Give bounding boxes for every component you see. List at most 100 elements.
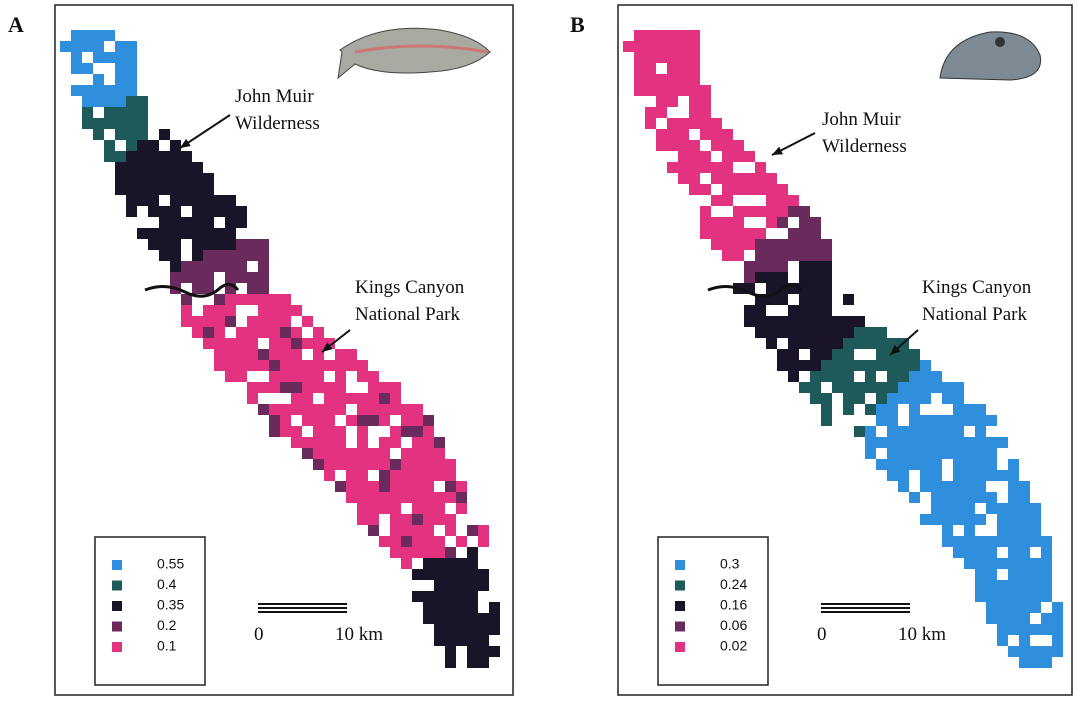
map-cell: [810, 239, 821, 250]
map-cell: [258, 272, 269, 283]
map-cell: [700, 118, 711, 129]
map-cell: [445, 547, 456, 558]
map-cell: [953, 536, 964, 547]
map-cell: [799, 382, 810, 393]
map-cell: [689, 140, 700, 151]
map-cell: [203, 327, 214, 338]
map-cell: [181, 173, 192, 184]
map-cell: [93, 41, 104, 52]
map-cell: [368, 503, 379, 514]
map-cell: [700, 184, 711, 195]
map-cell: [456, 591, 467, 602]
map-cell: [390, 547, 401, 558]
map-cell: [247, 382, 258, 393]
map-cell: [810, 382, 821, 393]
map-cell: [810, 305, 821, 316]
map-cell: [445, 492, 456, 503]
map-cell: [390, 459, 401, 470]
map-cell: [401, 404, 412, 415]
map-cell: [942, 492, 953, 503]
map-cell: [445, 613, 456, 624]
map-cell: [898, 382, 909, 393]
map-cell: [401, 470, 412, 481]
map-cell: [843, 327, 854, 338]
map-cell: [478, 624, 489, 635]
map-cell: [799, 250, 810, 261]
map-cell: [247, 239, 258, 250]
map-cell: [887, 459, 898, 470]
map-cell: [810, 217, 821, 228]
map-cell: [645, 74, 656, 85]
map-cell: [942, 525, 953, 536]
map-cell: [689, 184, 700, 195]
map-cell: [733, 151, 744, 162]
map-cell: [181, 184, 192, 195]
map-cell: [975, 470, 986, 481]
map-cell: [876, 459, 887, 470]
map-cell: [744, 261, 755, 272]
map-cell: [964, 547, 975, 558]
map-cell: [313, 360, 324, 371]
map-cell: [777, 316, 788, 327]
map-cell: [843, 349, 854, 360]
map-cell: [401, 426, 412, 437]
map-cell: [423, 481, 434, 492]
map-cell: [390, 536, 401, 547]
map-cell: [434, 624, 445, 635]
map-cell: [1008, 525, 1019, 536]
map-cell: [986, 569, 997, 580]
map-cell: [93, 74, 104, 85]
map-cell: [942, 382, 953, 393]
map-cell: [986, 503, 997, 514]
map-cell: [700, 162, 711, 173]
map-cell: [931, 470, 942, 481]
map-cell: [1019, 547, 1030, 558]
map-cell: [799, 316, 810, 327]
map-cell: [766, 173, 777, 184]
map-cell: [434, 635, 445, 646]
map-cell: [225, 239, 236, 250]
map-cell: [170, 250, 181, 261]
map-cell: [181, 261, 192, 272]
map-cell: [126, 129, 137, 140]
map-cell: [854, 316, 865, 327]
map-cell: [909, 415, 920, 426]
map-cell: [887, 470, 898, 481]
map-cell: [810, 228, 821, 239]
legend-label: 0.1: [157, 638, 177, 654]
map-cell: [1008, 547, 1019, 558]
map-cell: [170, 151, 181, 162]
map-cell: [821, 338, 832, 349]
map-cell: [898, 481, 909, 492]
map-cell: [412, 569, 423, 580]
map-cell: [733, 239, 744, 250]
map-cell: [656, 41, 667, 52]
map-cell: [170, 162, 181, 173]
map-cell: [788, 206, 799, 217]
figure: AJohn MuirWildernessKings CanyonNational…: [0, 0, 1077, 698]
map-cell: [489, 613, 500, 624]
map-cell: [1030, 602, 1041, 613]
map-cell: [203, 239, 214, 250]
map-cell: [467, 547, 478, 558]
map-cell: [799, 305, 810, 316]
legend-label: 0.3: [720, 556, 740, 572]
map-cell: [214, 360, 225, 371]
map-cell: [810, 338, 821, 349]
map-cell: [1019, 635, 1030, 646]
map-cell: [192, 261, 203, 272]
map-cell: [445, 481, 456, 492]
map-cell: [247, 327, 258, 338]
map-cell: [997, 635, 1008, 646]
map-cell: [777, 206, 788, 217]
map-cell: [412, 591, 423, 602]
map-cell: [942, 481, 953, 492]
map-cell: [722, 239, 733, 250]
map-cell: [788, 250, 799, 261]
map-cell: [964, 404, 975, 415]
map-cell: [181, 316, 192, 327]
map-cell: [1030, 624, 1041, 635]
map-cell: [236, 327, 247, 338]
scale-label: 0: [254, 624, 264, 645]
map-cell: [876, 393, 887, 404]
